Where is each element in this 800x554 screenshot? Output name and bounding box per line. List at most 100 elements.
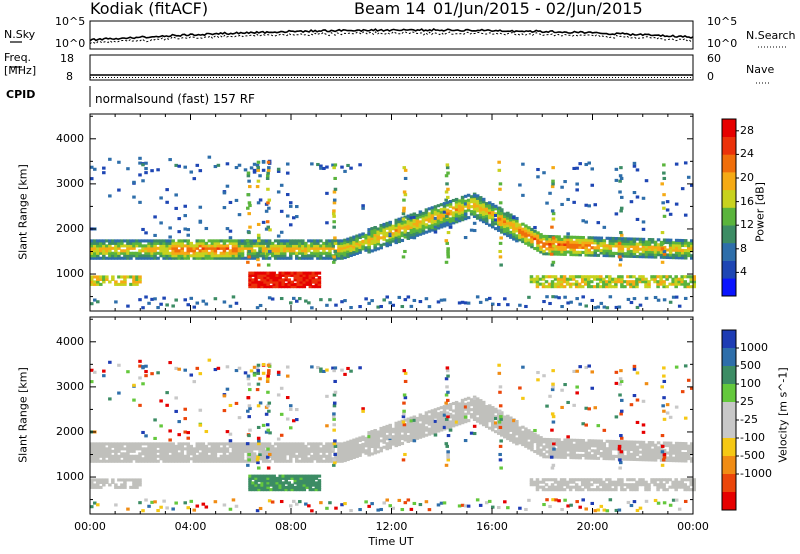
velocity-cell — [198, 372, 203, 376]
power-cell — [448, 209, 453, 213]
velocity-cell — [554, 498, 558, 502]
power-cell — [249, 254, 254, 258]
velocity-cell — [494, 430, 498, 434]
power-cell — [138, 298, 142, 302]
power-cell — [228, 239, 233, 243]
power-cell — [93, 256, 97, 260]
power-cell — [551, 179, 555, 183]
velocity-cell — [231, 457, 236, 461]
velocity-cell — [481, 413, 486, 417]
power-cell — [257, 239, 261, 243]
velocity-cell — [177, 454, 181, 458]
power-cell — [111, 246, 115, 250]
power-cell — [596, 248, 601, 252]
velocity-cell — [266, 474, 270, 478]
power-cell — [150, 254, 154, 258]
power-cell — [553, 277, 558, 281]
power-cell — [198, 256, 203, 260]
velocity-cell — [216, 449, 221, 453]
velocity-cell — [204, 449, 209, 453]
velocity-cell — [305, 474, 310, 478]
velocity-cell — [518, 431, 522, 435]
velocity-cell — [279, 444, 284, 448]
power-cell — [412, 232, 417, 236]
velocity-cell — [264, 442, 269, 446]
velocity-cell — [647, 445, 652, 450]
velocity-cell — [307, 457, 311, 461]
power-cell — [551, 236, 556, 240]
power-cell — [349, 244, 353, 248]
velocity-cell — [554, 443, 558, 447]
power-cell — [484, 214, 489, 218]
velocity-cell — [521, 430, 525, 434]
power-cell — [276, 169, 281, 173]
velocity-cell — [293, 485, 298, 489]
velocity-cell — [494, 415, 498, 419]
power-cell — [559, 280, 564, 284]
power-cell — [644, 247, 649, 251]
velocity-cell — [638, 478, 642, 482]
power-cell — [270, 244, 275, 248]
velocity-cell — [608, 449, 613, 453]
velocity-cell — [272, 479, 276, 483]
velocity-cell — [605, 478, 609, 482]
power-cell — [228, 200, 233, 205]
power-cell — [415, 228, 420, 232]
velocity-cell — [677, 441, 682, 445]
power-cell — [509, 223, 513, 227]
power-cell — [379, 246, 383, 250]
power-cell — [265, 176, 270, 180]
power-cell — [373, 238, 377, 242]
velocity-cell — [273, 454, 278, 458]
velocity-cell — [257, 485, 261, 489]
power-cell — [332, 166, 336, 170]
power-cell — [252, 244, 257, 248]
velocity-cell — [415, 419, 420, 423]
velocity-cell — [266, 377, 270, 381]
velocity-cell — [626, 450, 631, 454]
velocity-cell — [370, 444, 374, 449]
power-cell — [298, 244, 302, 248]
velocity-cell — [451, 416, 456, 420]
velocity-cell — [499, 439, 503, 443]
velocity-cell — [619, 409, 624, 413]
power-cell — [427, 219, 432, 223]
velocity-cell — [322, 444, 326, 448]
velocity-cell — [333, 390, 338, 394]
velocity-cell — [632, 448, 637, 452]
power-cell — [367, 238, 371, 242]
velocity-cell — [282, 444, 287, 448]
velocity-cell — [472, 417, 477, 421]
velocity-cell — [460, 401, 465, 405]
power-cell — [352, 242, 356, 247]
power-cell — [406, 222, 411, 226]
power-cell — [388, 220, 392, 224]
power-cell — [210, 239, 215, 243]
velocity-cell — [168, 442, 172, 446]
velocity-cell — [180, 444, 184, 448]
velocity-cell — [153, 436, 157, 440]
velocity-cell — [433, 430, 438, 434]
power-cell — [578, 238, 582, 242]
power-cell — [424, 213, 429, 217]
power-cell — [117, 160, 121, 164]
velocity-cell — [436, 417, 441, 421]
power-cell — [90, 256, 94, 260]
velocity-cell — [192, 459, 197, 463]
velocity-cell — [281, 476, 285, 480]
power-cell — [460, 215, 465, 219]
velocity-cell — [210, 444, 215, 448]
power-cell — [439, 220, 444, 224]
velocity-cell — [93, 483, 97, 487]
power-cell — [267, 246, 272, 250]
power-cell — [231, 256, 236, 260]
velocity-cell — [632, 367, 637, 371]
power-cell — [533, 232, 537, 236]
power-cell — [90, 244, 94, 248]
velocity-cell — [295, 449, 299, 453]
velocity-cell — [403, 426, 408, 430]
velocity-cell — [96, 478, 100, 482]
power-cell — [328, 246, 332, 250]
velocity-cell — [472, 400, 477, 404]
velocity-cell — [177, 459, 181, 463]
